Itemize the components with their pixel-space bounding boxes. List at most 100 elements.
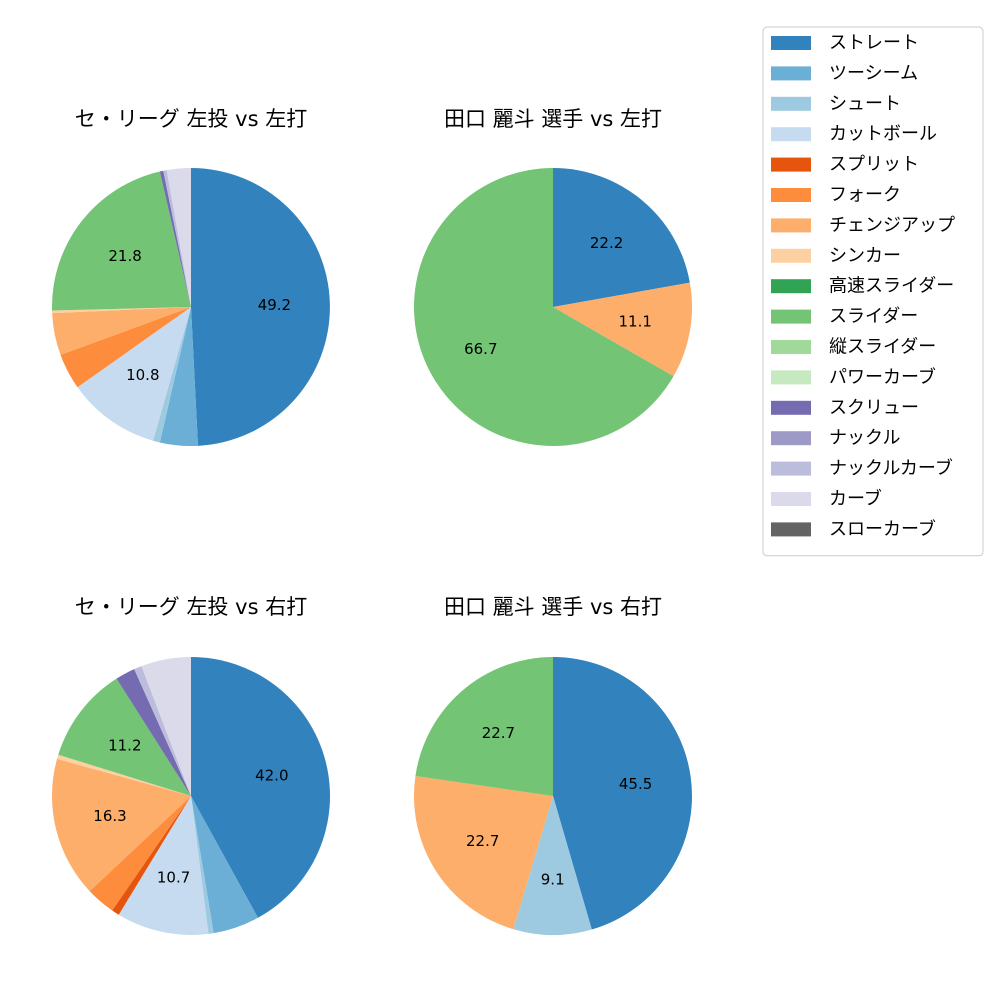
legend-label: チェンジアップ: [829, 215, 955, 236]
pie-slice: [141, 657, 191, 796]
legend-entry: スライダー: [771, 306, 918, 327]
legend-swatch: [771, 218, 811, 233]
pie-slice: [118, 796, 209, 935]
legend-entry: ナックルカーブ: [771, 457, 953, 479]
pie-slice: [414, 775, 553, 930]
pie-slice: [553, 168, 690, 307]
pie-slice: [116, 669, 191, 796]
legend-swatch: [771, 36, 811, 50]
slice-value-label: 66.7: [464, 340, 497, 358]
pie-slice: [159, 307, 198, 446]
pie-slice: [51, 758, 191, 892]
slice-value-label: 49.2: [258, 296, 291, 314]
legend-label: スプリット: [829, 154, 919, 175]
pie-slice: [112, 796, 191, 915]
legend-swatch: [771, 157, 811, 172]
pie-slice: [51, 171, 191, 311]
legend-label: シンカー: [829, 245, 901, 266]
legend-swatch: [771, 279, 811, 294]
legend-entry: ストレート: [771, 33, 919, 54]
slice-value-label: 22.7: [482, 724, 515, 742]
legend-swatch: [771, 492, 811, 506]
legend-label: ナックル: [829, 428, 900, 449]
slice-value-label: 42.0: [255, 766, 288, 784]
charts-area: セ・リーグ 左投 vs 左打 49.2 10.8 21.8 田口 麗斗 選手 vs 左打…: [51, 107, 692, 935]
legend-label: カットボール: [829, 124, 937, 145]
legend-label: シュート: [829, 93, 901, 114]
legend-entry: フォーク: [771, 185, 901, 206]
slice-value-label: 11.2: [108, 736, 141, 754]
pie-chart-1: セ・リーグ 左投 vs 左打 49.2 10.8 21.8: [51, 107, 330, 446]
legend-label: 高速スライダー: [829, 276, 954, 297]
legend-label: ナックルカーブ: [829, 457, 953, 479]
pie-slice: [153, 307, 191, 443]
pie-chart-3: セ・リーグ 左投 vs 右打 42.0 10.7 16.3 11.2: [51, 595, 331, 935]
slice-value-label: 22.2: [590, 234, 623, 252]
pie-slice: [191, 657, 331, 918]
pie-slice: [191, 796, 258, 934]
chart-title: 田口 麗斗 選手 vs 右打: [444, 595, 662, 619]
legend-label: スクリュー: [829, 397, 919, 418]
legend-swatch: [771, 461, 811, 476]
legend-label: ツーシーム: [829, 63, 918, 84]
slice-value-label: 11.1: [618, 312, 651, 330]
legend-swatch: [771, 309, 811, 324]
pie-chart-2: 田口 麗斗 選手 vs 左打 22.2 11.1 66.7: [413, 107, 692, 447]
slice-value-label: 45.5: [619, 775, 652, 793]
pie-slice: [58, 678, 191, 796]
pie-slice: [513, 796, 592, 935]
legend-entry: スローカーブ: [771, 518, 936, 540]
legend-entry: ナックル: [771, 428, 900, 449]
chart-title: 田口 麗斗 選手 vs 左打: [444, 107, 662, 131]
legend: ストレートツーシームシュートカットボールスプリットフォークチェンジアップシンカー…: [762, 26, 984, 557]
legend-label: パワーカーブ: [829, 366, 936, 388]
legend-swatch: [771, 127, 811, 142]
pie-slice: [60, 307, 191, 388]
legend-entry: チェンジアップ: [771, 215, 955, 236]
pie-chart-4: 田口 麗斗 選手 vs 右打 45.5 9.1 22.7 22.7: [414, 595, 692, 935]
legend-swatch: [771, 66, 811, 81]
pie-slice: [163, 170, 191, 307]
slice-value-label: 9.1: [541, 870, 565, 888]
pie-slice: [57, 754, 191, 796]
pie-slice: [553, 657, 692, 930]
pie-slice: [191, 796, 214, 934]
pie-slice: [191, 168, 330, 446]
legend-entry: スクリュー: [771, 397, 919, 418]
legend-entry: スプリット: [771, 154, 919, 175]
slice-value-label: 10.8: [126, 366, 159, 384]
legend-entry: カーブ: [771, 488, 882, 510]
slice-value-label: 22.7: [466, 832, 499, 850]
pie-slice: [553, 282, 692, 377]
legend-swatch: [771, 248, 811, 263]
pie-slice: [413, 168, 674, 447]
legend-swatch: [771, 370, 811, 385]
slice-value-label: 21.8: [108, 247, 141, 265]
pie-slice: [52, 307, 191, 355]
legend-label: フォーク: [829, 185, 901, 206]
legend-entry: シンカー: [771, 245, 901, 266]
legend-frame: [762, 26, 984, 557]
slice-value-label: 16.3: [93, 807, 126, 825]
legend-swatch: [771, 340, 811, 354]
pie-slice: [89, 796, 191, 911]
legend-entry: 高速スライダー: [771, 276, 954, 297]
pie-slice: [134, 666, 191, 796]
legend-entry: シュート: [771, 93, 901, 114]
pie-slice: [159, 170, 191, 307]
slice-value-label: 10.7: [157, 869, 190, 887]
legend-label: スローカーブ: [829, 518, 936, 540]
legend-swatch: [771, 431, 811, 446]
legend-label: スライダー: [829, 306, 918, 327]
legend-entry: パワーカーブ: [771, 366, 936, 388]
pie-slice: [166, 168, 191, 307]
legend-label: ストレート: [829, 33, 919, 54]
legend-label: カーブ: [829, 488, 882, 510]
legend-entry: カットボール: [771, 124, 937, 145]
legend-swatch: [771, 522, 811, 537]
legend-entry: ツーシーム: [771, 63, 918, 84]
chart-title: セ・リーグ 左投 vs 左打: [75, 107, 307, 131]
legend-entry: 縦スライダー: [771, 337, 936, 358]
pie-slice: [415, 657, 553, 796]
